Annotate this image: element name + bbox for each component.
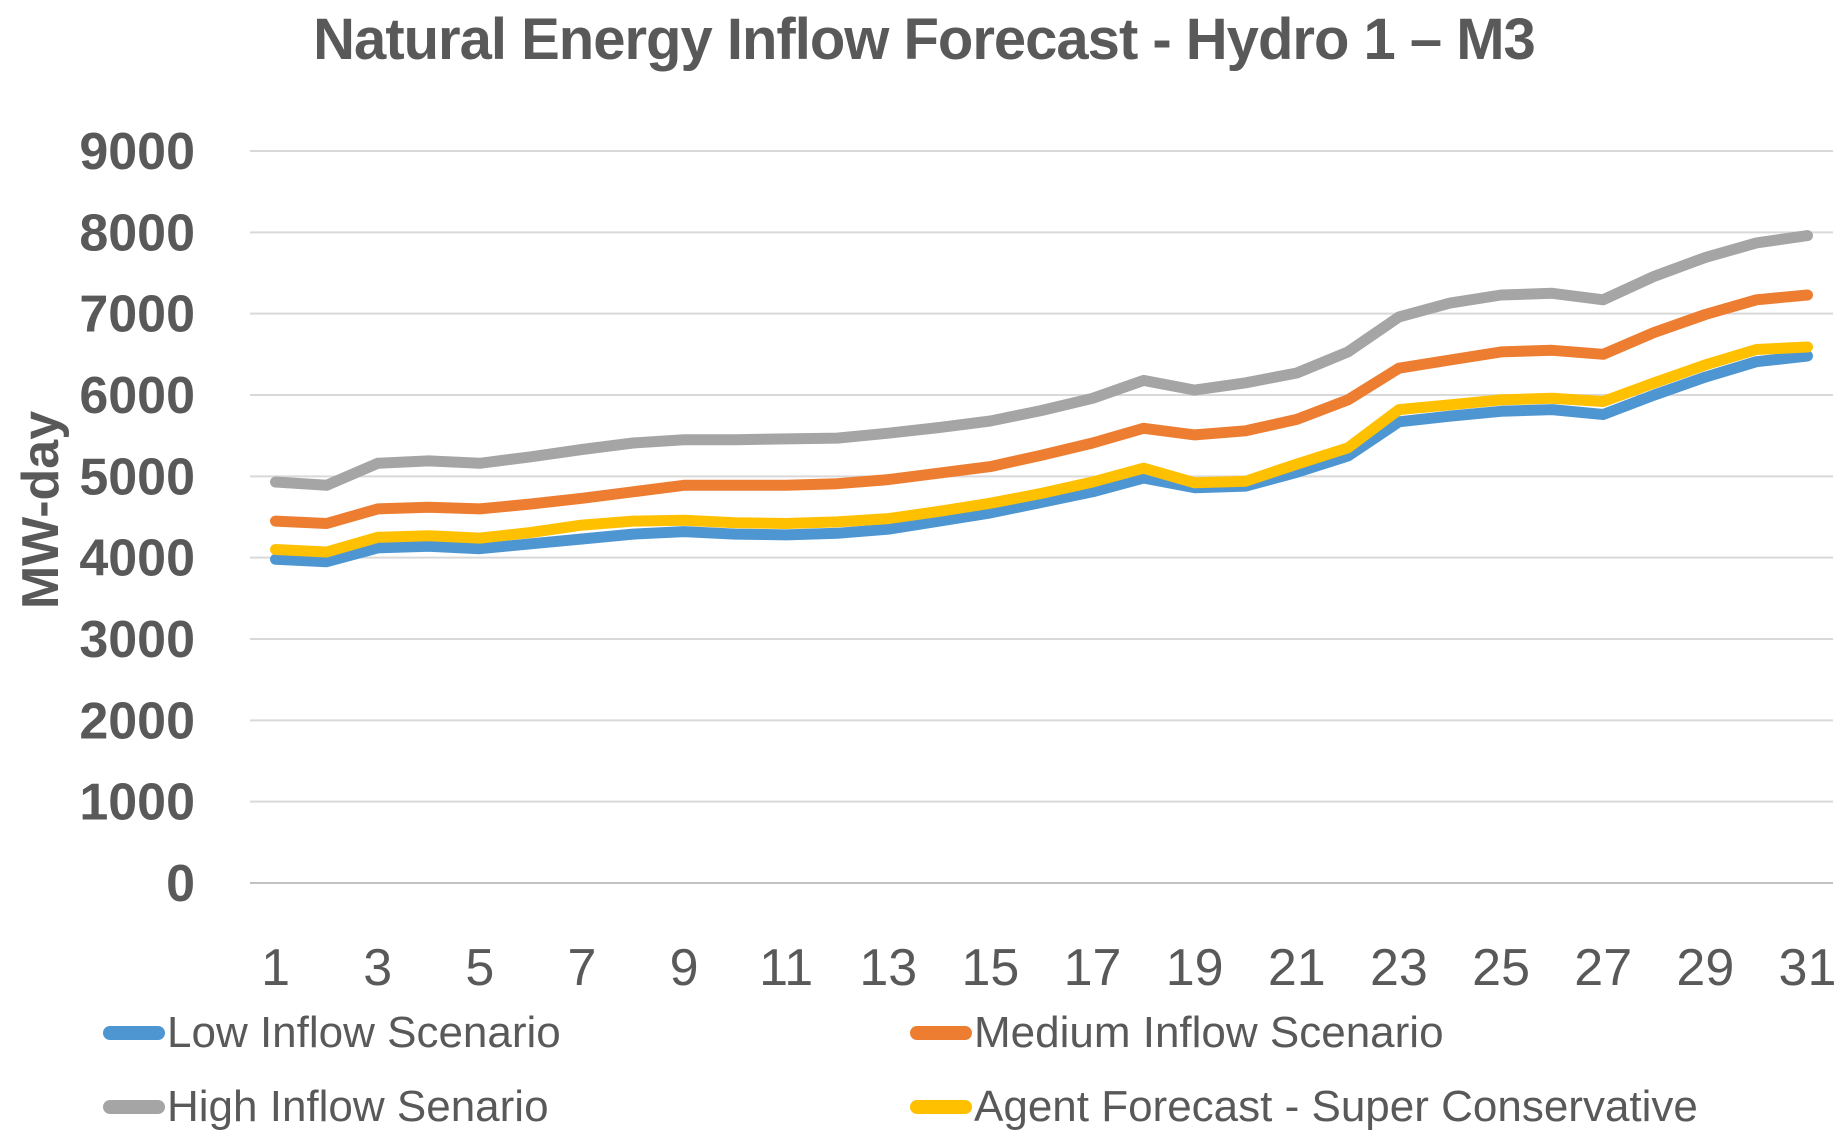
y-tick-label: 8000 <box>79 204 195 262</box>
legend-marker-medium-inflow-icon <box>910 1026 972 1040</box>
y-tick-label: 9000 <box>79 123 195 181</box>
x-tick-label: 11 <box>759 939 813 997</box>
legend-item-high-inflow: High Inflow Senario <box>103 1082 549 1132</box>
legend-marker-agent-forecast-icon <box>910 1100 972 1114</box>
x-tick-label: 31 <box>1779 939 1837 997</box>
legend-marker-high-inflow-icon <box>103 1100 165 1114</box>
x-tick-label: 29 <box>1676 939 1734 997</box>
y-tick-label: 3000 <box>79 611 195 669</box>
x-tick-label: 7 <box>567 939 596 997</box>
series-line-medium-inflow-scenario <box>270 289 1813 529</box>
x-tick-label: 19 <box>1166 939 1224 997</box>
legend-marker-low-inflow-icon <box>103 1026 165 1040</box>
x-tick-label: 13 <box>859 939 917 997</box>
series-line-agent-forecast-super-conservative <box>270 341 1813 558</box>
y-tick-label: 0 <box>166 855 195 913</box>
legend-item-low-inflow: Low Inflow Scenario <box>103 1008 561 1058</box>
y-tick-label: 6000 <box>79 367 195 425</box>
x-tick-label: 17 <box>1064 939 1122 997</box>
x-tick-label: 3 <box>363 939 392 997</box>
x-tick-label: 9 <box>670 939 699 997</box>
x-tick-label: 1 <box>261 939 290 997</box>
x-tick-label: 25 <box>1472 939 1530 997</box>
y-tick-label: 5000 <box>79 448 195 506</box>
series-line-low-inflow-scenario <box>270 350 1813 568</box>
series-line-high-inflow-senario <box>270 230 1813 491</box>
x-tick-label: 5 <box>465 939 494 997</box>
x-tick-label: 23 <box>1370 939 1428 997</box>
legend-label-low-inflow: Low Inflow Scenario <box>167 1008 561 1057</box>
y-tick-label: 1000 <box>79 774 195 832</box>
legend-label-medium-inflow: Medium Inflow Scenario <box>974 1008 1444 1057</box>
y-tick-label: 2000 <box>79 692 195 750</box>
legend-label-high-inflow: High Inflow Senario <box>167 1082 549 1131</box>
x-tick-label: 15 <box>962 939 1020 997</box>
y-tick-label: 7000 <box>79 286 195 344</box>
legend-item-agent-forecast: Agent Forecast - Super Conservative <box>910 1082 1698 1132</box>
y-tick-label: 4000 <box>79 530 195 588</box>
x-tick-label: 27 <box>1574 939 1632 997</box>
legend-label-agent-forecast: Agent Forecast - Super Conservative <box>974 1082 1698 1131</box>
legend-item-medium-inflow: Medium Inflow Scenario <box>910 1008 1444 1058</box>
chart-title: Natural Energy Inflow Forecast - Hydro 1… <box>313 7 1536 72</box>
x-tick-label: 21 <box>1268 939 1326 997</box>
